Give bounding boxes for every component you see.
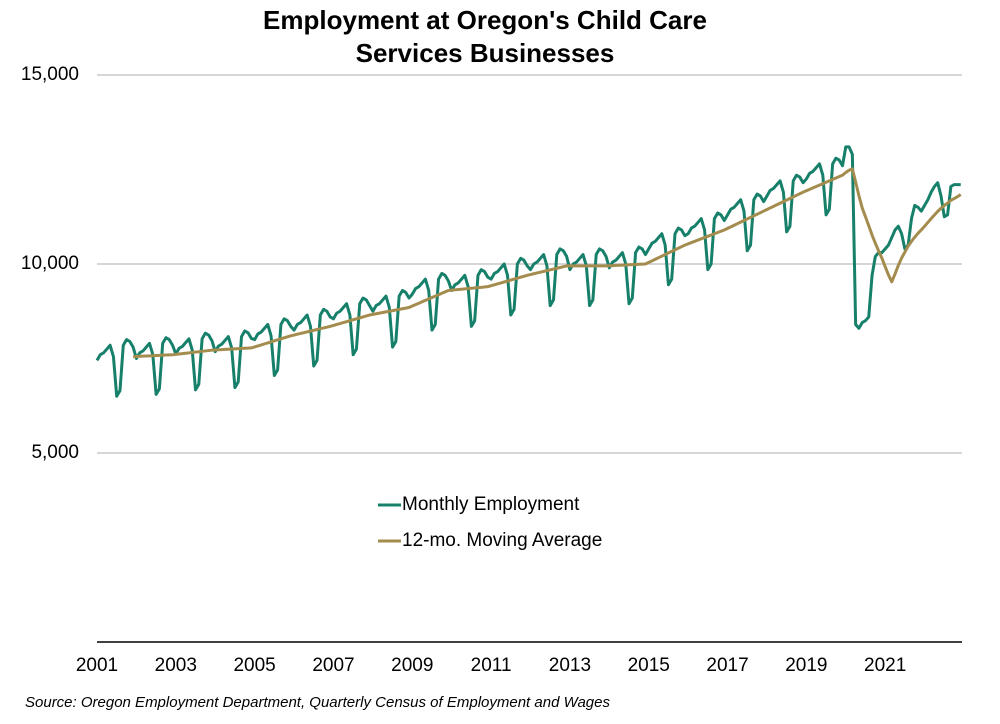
x-tick-label: 2017	[706, 655, 748, 676]
y-tick-label: 5,000	[31, 442, 79, 463]
chart-title: Employment at Oregon's Child Care Servic…	[263, 5, 707, 68]
y-tick-label: 10,000	[21, 253, 79, 274]
y-tick-label: 15,000	[21, 64, 79, 85]
x-tick-label: 2001	[76, 655, 118, 676]
legend-label: 12-mo. Moving Average	[402, 530, 602, 551]
x-tick-label: 2015	[628, 655, 670, 676]
x-tick-label: 2005	[233, 655, 275, 676]
source-note: Source: Oregon Employment Department, Qu…	[25, 694, 610, 711]
x-tick-label: 2013	[549, 655, 591, 676]
series-line	[95, 145, 961, 398]
x-tick-label: 2007	[312, 655, 354, 676]
x-tick-label: 2019	[785, 655, 827, 676]
x-tick-label: 2011	[471, 655, 512, 676]
x-tick-label: 2009	[391, 655, 433, 676]
series-line	[133, 167, 962, 359]
x-tick-label: 2003	[155, 655, 197, 676]
legend-label: Monthly Employment	[402, 494, 580, 515]
x-tick-label: 2021	[864, 655, 906, 676]
